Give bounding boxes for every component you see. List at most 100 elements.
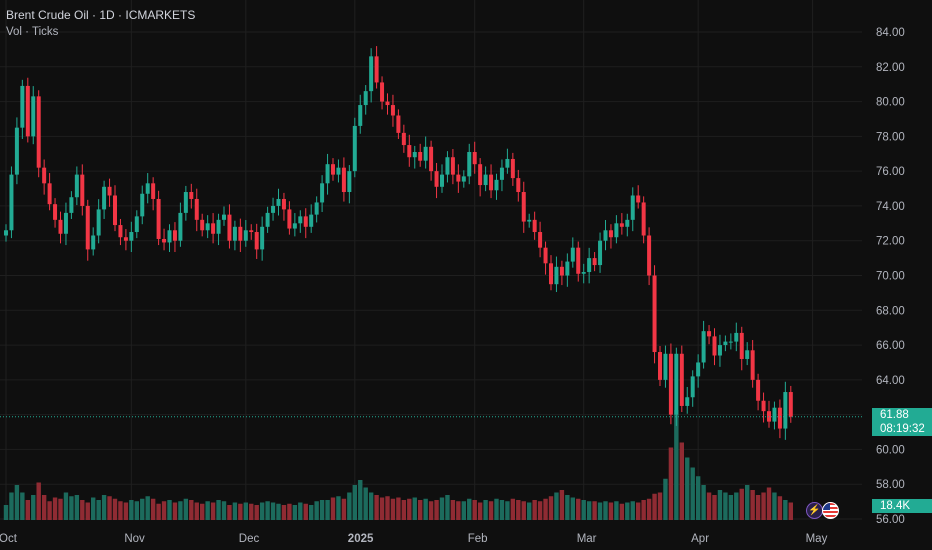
- candle-body: [608, 230, 613, 238]
- candle-body: [707, 331, 712, 337]
- us-flag-icon[interactable]: [822, 502, 839, 519]
- y-tick-label: 68.00: [876, 305, 905, 317]
- candle-body: [467, 152, 472, 177]
- volume-bar: [25, 500, 30, 520]
- volume-bar: [663, 478, 668, 520]
- volume-bar: [608, 502, 614, 520]
- volume-bar: [189, 500, 194, 520]
- volume-bar: [625, 502, 630, 520]
- candle-body: [592, 258, 597, 266]
- candle-body: [336, 167, 341, 175]
- candle-body: [685, 397, 690, 406]
- candle-body: [205, 223, 210, 231]
- x-tick-label: 2025: [348, 533, 374, 545]
- candle-body: [701, 331, 706, 363]
- symbol-title[interactable]: Brent Crude Oil · 1D · ICMARKETS: [6, 8, 196, 22]
- volume-bar: [657, 492, 663, 520]
- candle-body: [129, 232, 134, 241]
- volume-bar: [428, 501, 434, 520]
- volume-bar: [9, 492, 14, 520]
- candle-body: [734, 332, 739, 342]
- candle-body: [238, 226, 243, 241]
- candle-body: [369, 56, 374, 92]
- candle-body: [194, 198, 199, 220]
- lightning-icon[interactable]: ⚡: [806, 502, 823, 519]
- volume-bar: [537, 501, 543, 520]
- candle-body: [298, 216, 303, 224]
- volume-bar: [750, 490, 755, 520]
- volume-bar: [516, 500, 521, 520]
- candle-body: [429, 146, 434, 172]
- candle-body: [9, 174, 14, 231]
- volume-bar: [140, 498, 145, 520]
- volume-bar: [559, 490, 565, 520]
- candle-body: [265, 212, 270, 227]
- volume-bar: [63, 492, 69, 520]
- candle-body: [772, 407, 777, 422]
- volume-bar: [597, 502, 603, 520]
- volume-bar: [777, 496, 783, 520]
- volume-bar: [374, 495, 379, 520]
- candle-body: [189, 192, 194, 199]
- candle-body: [385, 101, 390, 106]
- volume-bar: [85, 502, 90, 520]
- candle-body: [658, 352, 662, 380]
- candle-body: [303, 216, 308, 227]
- candle-body: [25, 85, 30, 137]
- volume-bar: [358, 480, 363, 520]
- volume-bar: [281, 505, 287, 520]
- volume-bar: [641, 500, 646, 520]
- volume-bar: [418, 500, 423, 520]
- volume-bar: [636, 502, 641, 520]
- volume-bar: [586, 501, 592, 520]
- candle-body: [603, 230, 608, 241]
- candle-body: [527, 219, 532, 222]
- candle-body: [363, 91, 368, 106]
- candle-body: [249, 230, 254, 233]
- y-tick-label: 74.00: [876, 201, 905, 213]
- volume-bar: [172, 502, 178, 520]
- candle-body: [598, 240, 603, 266]
- candle-body: [156, 198, 161, 239]
- candle-body: [777, 407, 782, 429]
- candle-body: [625, 219, 630, 227]
- candle-body: [538, 232, 543, 248]
- candle-body: [58, 219, 63, 234]
- candle-body: [36, 96, 41, 168]
- y-tick-label: 56.00: [876, 514, 905, 526]
- volume-bar: [319, 500, 325, 520]
- candle-body: [581, 272, 586, 274]
- volume-indicator-label[interactable]: Vol · Ticks: [6, 26, 59, 38]
- volume-bar: [363, 487, 368, 520]
- candle-body: [271, 205, 276, 213]
- volume-bar: [450, 500, 456, 520]
- candle-body: [20, 85, 25, 128]
- volume-bar: [510, 498, 516, 520]
- candle-body: [287, 209, 292, 229]
- volume-bar: [646, 498, 652, 520]
- candle-body: [31, 96, 36, 137]
- volume-bar: [325, 500, 330, 520]
- candle-body: [123, 237, 128, 241]
- candle-body: [167, 230, 172, 243]
- volume-bar: [467, 498, 472, 520]
- candle-body: [565, 261, 570, 276]
- candle-body: [690, 376, 695, 398]
- volume-bar: [145, 496, 150, 520]
- volume-bar: [701, 485, 706, 520]
- x-tick-label: May: [806, 533, 828, 545]
- candle-body: [445, 157, 450, 175]
- candle-body: [347, 171, 352, 193]
- candle-body: [788, 392, 793, 417]
- volume-bar: [379, 497, 385, 520]
- candle-body: [712, 336, 717, 356]
- volume-bar: [527, 502, 532, 520]
- candle-body: [461, 176, 466, 182]
- candle-body: [281, 198, 286, 210]
- candle-body: [254, 232, 259, 250]
- y-tick-label: 66.00: [876, 340, 905, 352]
- candle-body: [314, 202, 319, 215]
- candle-body: [636, 195, 641, 203]
- x-tick-label: Mar: [577, 533, 597, 545]
